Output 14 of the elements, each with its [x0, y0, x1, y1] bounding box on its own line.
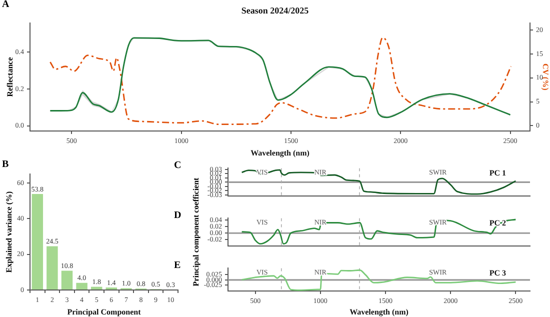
x-axis-title: Principal Component [67, 307, 142, 316]
y-axis-title: Principal component coefficient [192, 178, 200, 286]
annotation: E [174, 260, 181, 271]
annotation: D [174, 210, 182, 221]
x-axis-title: Wavelength (nm) [250, 148, 310, 158]
x-axis-title: Wavelength (nm) [350, 307, 409, 316]
chart-title: Season 2024/2025 [241, 6, 310, 16]
series-label: PC 1 [489, 168, 506, 178]
series-label: PC 3 [489, 268, 506, 278]
text: C [174, 160, 182, 171]
y-axis-title: Explained variance (%) [4, 191, 14, 273]
text: B [2, 159, 9, 170]
text: A [2, 0, 10, 10]
y-axis-title: Reflectance [6, 57, 14, 97]
